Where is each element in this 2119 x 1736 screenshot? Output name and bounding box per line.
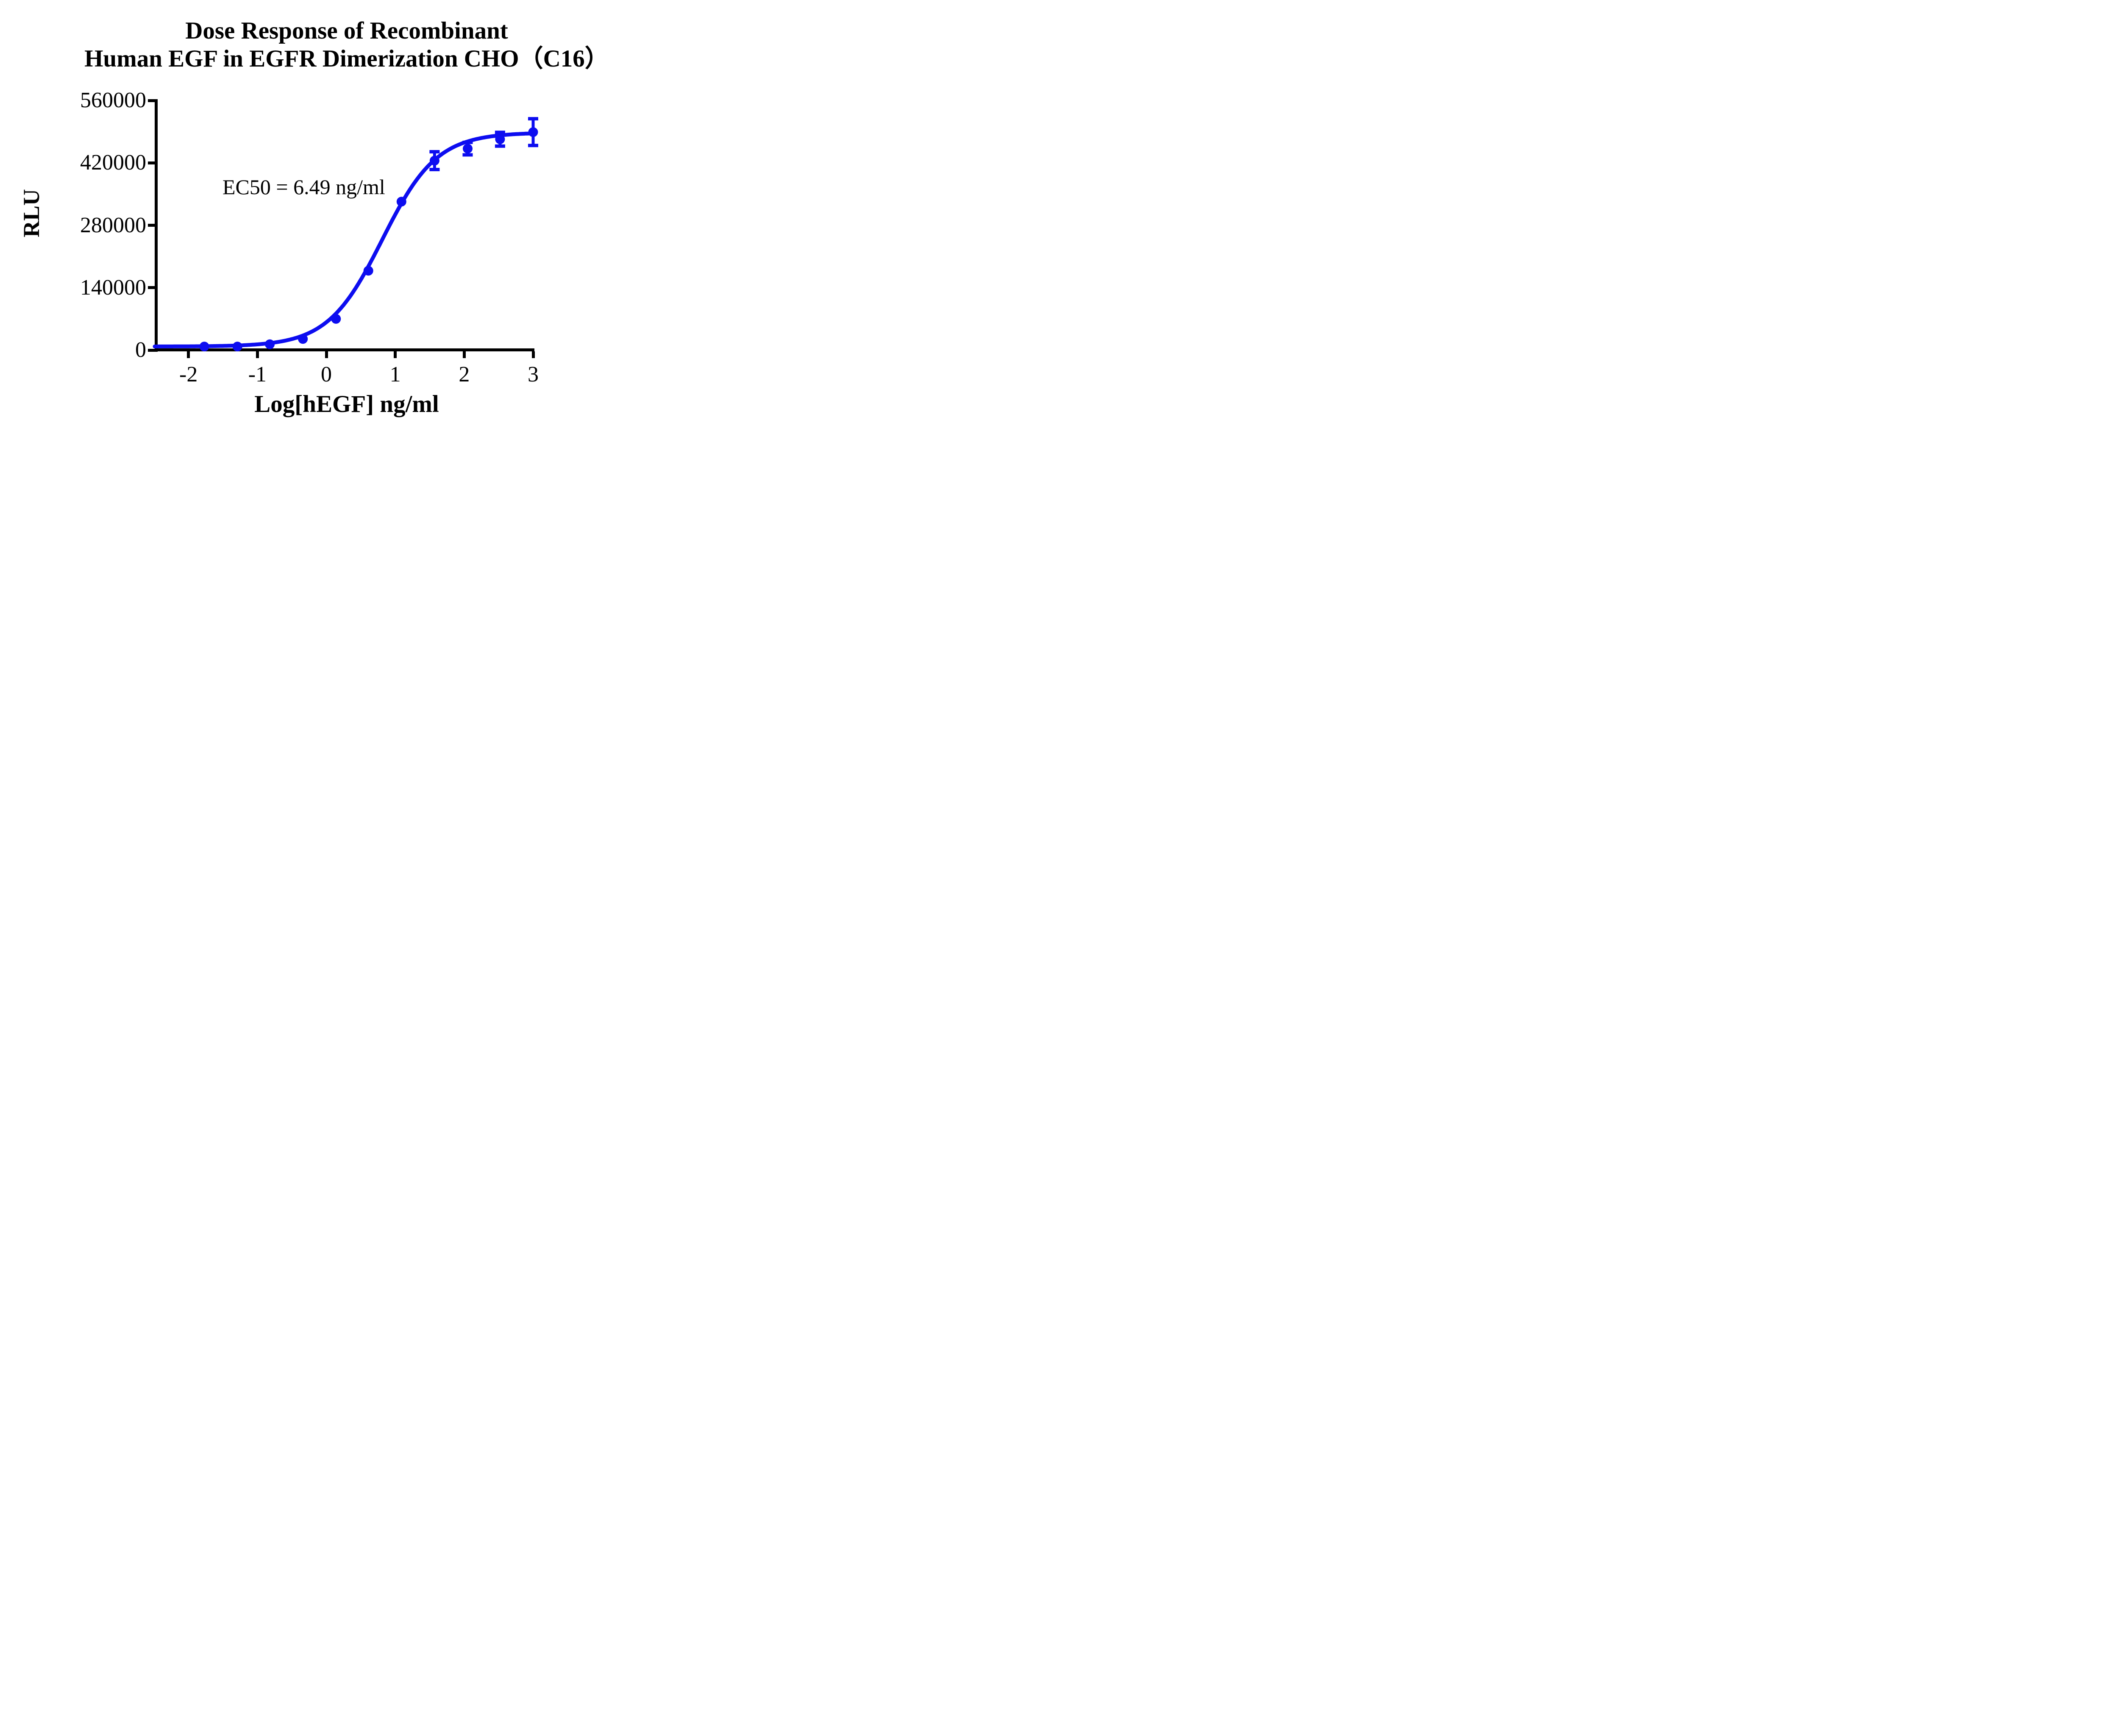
y-tick-mark <box>148 348 155 352</box>
x-tick-mark <box>325 351 328 358</box>
x-tick-mark <box>394 351 397 358</box>
x-tick-label: -2 <box>179 362 198 387</box>
x-tick-label: 3 <box>528 362 539 387</box>
ec50-annotation: EC50 = 6.49 ng/ml <box>222 175 385 199</box>
data-point <box>199 342 209 352</box>
y-tick-label: 560000 <box>80 88 146 112</box>
data-point <box>429 156 439 166</box>
data-point <box>232 342 242 352</box>
x-axis-title: Log[hEGF] ng/ml <box>254 391 439 417</box>
data-point <box>298 334 308 344</box>
y-tick-label: 0 <box>135 338 146 362</box>
data-point <box>331 314 341 324</box>
x-tick-label: 1 <box>389 362 401 387</box>
y-tick-mark <box>148 286 155 289</box>
dose-response-plot <box>153 117 538 352</box>
y-tick-label: 420000 <box>80 150 146 175</box>
x-tick-mark <box>462 351 466 358</box>
x-tick-mark <box>256 351 259 358</box>
chart-title-line2: Human EGF in EGFR Dimerization CHO（C16） <box>84 45 609 72</box>
x-tick-mark <box>531 351 535 358</box>
y-axis-line <box>155 99 158 352</box>
y-tick-mark <box>148 224 155 227</box>
data-point <box>363 266 373 276</box>
chart-title: Dose Response of Recombinant Human EGF i… <box>78 17 616 73</box>
x-axis-line <box>155 348 534 351</box>
y-tick-label: 140000 <box>80 275 146 300</box>
x-tick-label: 2 <box>459 362 470 387</box>
y-tick-mark <box>148 161 155 164</box>
y-tick-mark <box>148 99 155 102</box>
data-point <box>396 197 406 207</box>
chart-title-line1: Dose Response of Recombinant <box>185 17 508 44</box>
x-tick-label: -1 <box>248 362 267 387</box>
dose-response-chart: Dose Response of Recombinant Human EGF i… <box>0 0 616 434</box>
x-tick-label: 0 <box>321 362 332 387</box>
data-point <box>528 127 538 137</box>
data-point <box>265 339 275 349</box>
data-point <box>463 144 473 154</box>
y-tick-label: 280000 <box>80 213 146 237</box>
x-tick-mark <box>187 351 190 358</box>
fit-curve <box>153 131 534 348</box>
data-point <box>495 134 505 144</box>
